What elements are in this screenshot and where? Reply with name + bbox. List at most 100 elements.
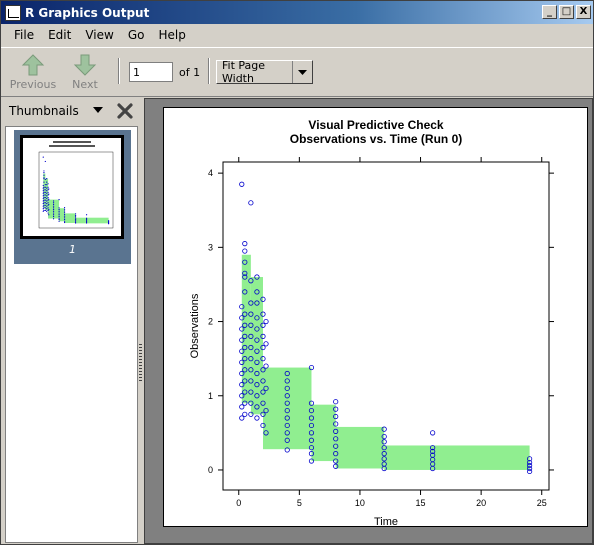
chart-title: Visual Predictive Check — [308, 118, 444, 132]
observation-point — [263, 363, 269, 369]
thumb-point — [42, 210, 44, 212]
observation-point — [308, 407, 315, 414]
window-title: R Graphics Output — [25, 5, 150, 20]
thumb-point — [63, 212, 66, 214]
thumb-point — [47, 199, 49, 201]
observation-point — [381, 456, 387, 462]
observation-point — [284, 437, 290, 443]
prediction-band — [311, 404, 336, 462]
thumb-point — [42, 208, 44, 210]
observation-point — [333, 413, 339, 420]
observation-point — [284, 385, 290, 391]
observation-point — [260, 422, 266, 429]
y-tick-label: 2 — [208, 317, 213, 327]
x-tick-label: 25 — [537, 498, 547, 508]
thumbnail-item[interactable]: 1 — [14, 130, 131, 264]
menu-file[interactable]: File — [14, 28, 35, 42]
thumb-point — [43, 186, 45, 188]
observation-point — [284, 415, 290, 421]
thumb-point — [44, 160, 46, 163]
observation-point — [260, 378, 266, 384]
thumb-point — [43, 196, 45, 199]
observation-point — [263, 407, 269, 414]
observation-point — [248, 344, 254, 351]
thumb-point — [52, 210, 55, 212]
thumb-point — [48, 193, 50, 195]
thumb-point — [63, 213, 66, 216]
document-page: Visual Predictive Check Observations vs. … — [163, 107, 588, 528]
toolbar: Previous Next of 1 Fit Page Width — [1, 47, 593, 97]
observation-point — [239, 304, 245, 310]
chart-subtitle: Observations vs. Time (Run 0) — [290, 132, 463, 146]
document-viewer[interactable]: Visual Predictive Check Observations vs. … — [144, 98, 593, 544]
thumb-band — [43, 173, 46, 208]
maximize-button[interactable]: □ — [559, 5, 574, 19]
thumb-point — [58, 210, 60, 212]
observation-point — [308, 451, 315, 457]
observation-point — [284, 407, 290, 414]
thumb-point — [48, 209, 50, 211]
thumb-point — [74, 220, 77, 222]
close-icon[interactable] — [116, 102, 134, 120]
title-bar[interactable]: R Graphics Output _ □ X — [1, 1, 593, 24]
thumb-point — [44, 189, 46, 191]
menu-view[interactable]: View — [85, 28, 114, 42]
dropdown-arrow-icon[interactable] — [292, 61, 312, 83]
page-number-input[interactable] — [129, 62, 173, 82]
observation-point — [333, 436, 339, 442]
thumb-point — [58, 218, 60, 221]
observation-point — [242, 333, 248, 339]
observation-point — [248, 200, 254, 206]
observation-point — [381, 445, 387, 451]
thumb-point — [52, 207, 55, 209]
observation-point — [263, 341, 269, 347]
thumb-point — [48, 198, 50, 200]
menu-go[interactable]: Go — [127, 28, 145, 42]
observation-point — [254, 370, 260, 377]
observation-point — [239, 326, 245, 332]
thumb-point — [46, 192, 48, 194]
observation-point — [260, 322, 266, 328]
observation-point — [239, 404, 245, 410]
x-tick-label: 10 — [355, 498, 365, 508]
observation-point — [333, 463, 339, 469]
minimize-button[interactable]: _ — [542, 5, 557, 19]
thumb-point — [43, 181, 45, 183]
chevron-down-icon[interactable] — [93, 107, 103, 113]
observation-point — [254, 326, 260, 332]
thumb-point — [63, 221, 66, 224]
thumb-point — [47, 209, 49, 212]
thumb-frame — [38, 151, 114, 229]
menu-help[interactable]: Help — [158, 28, 186, 42]
thumb-band — [45, 178, 49, 211]
observation-point — [260, 296, 266, 302]
next-label: Next — [72, 78, 98, 91]
observation-point — [260, 400, 266, 406]
thumb-point — [52, 218, 55, 220]
menu-edit[interactable]: Edit — [48, 28, 72, 42]
thumb-point — [44, 209, 46, 212]
thumb-point — [46, 190, 48, 192]
thumb-point — [74, 221, 77, 223]
thumb-point — [46, 205, 48, 207]
close-button[interactable]: X — [576, 5, 591, 19]
observation-point — [248, 367, 254, 373]
thumb-point — [48, 214, 50, 216]
thumb-point — [44, 199, 46, 201]
thumb-point — [44, 186, 46, 188]
observation-point — [333, 458, 339, 464]
pane-splitter[interactable] — [138, 98, 144, 544]
observation-point — [381, 451, 387, 457]
observation-point — [239, 181, 245, 187]
thumb-point — [74, 213, 77, 215]
observation-point — [242, 270, 248, 276]
zoom-select[interactable]: Fit Page Width — [216, 59, 313, 85]
previous-button[interactable]: Previous — [8, 52, 58, 94]
next-button[interactable]: Next — [60, 52, 110, 94]
observation-point — [260, 333, 266, 339]
thumb-point — [74, 218, 77, 221]
thumb-point — [42, 195, 44, 197]
splitter-grip-icon[interactable] — [139, 344, 142, 382]
thumb-point — [44, 204, 46, 206]
observation-point — [242, 389, 248, 395]
